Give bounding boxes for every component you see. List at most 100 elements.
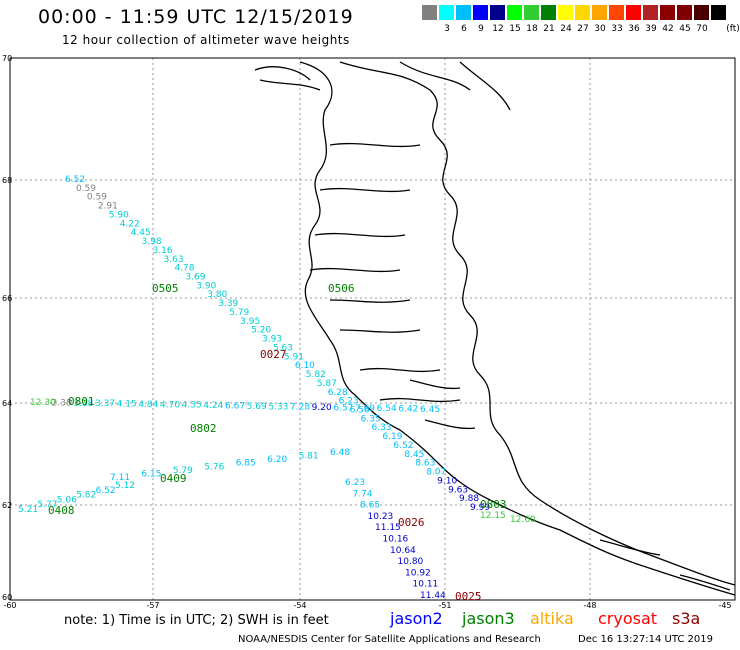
legend-swatch bbox=[694, 5, 709, 20]
wave-height-value: 4.35 bbox=[182, 401, 202, 411]
legend-unit: (ft) bbox=[726, 24, 740, 34]
wave-height-value: 5.87 bbox=[317, 379, 337, 389]
legend-swatch bbox=[677, 5, 692, 20]
lat-lon-grid bbox=[10, 58, 735, 600]
wave-height-value: 5.77 bbox=[37, 500, 57, 510]
wave-height-value: 5.20 bbox=[251, 326, 271, 336]
wave-height-value: 12.60 bbox=[510, 515, 536, 525]
wave-height-value: 5.82 bbox=[76, 491, 96, 501]
legend-swatch bbox=[626, 5, 641, 20]
wave-height-value: 3.37 bbox=[95, 399, 115, 409]
legend-label: 21 bbox=[543, 24, 555, 34]
legend-label: 12 bbox=[492, 24, 504, 34]
legend-label: 18 bbox=[526, 24, 538, 34]
wave-height-value: 11.15 bbox=[375, 523, 401, 533]
wave-height-value: 3.39 bbox=[218, 299, 238, 309]
map-frame bbox=[9, 57, 736, 601]
wave-height-value: 6.48 bbox=[330, 448, 350, 458]
legend-swatch bbox=[609, 5, 624, 20]
wave-height-value: 9.20 bbox=[312, 403, 332, 413]
wave-height-value: 6.57 bbox=[333, 403, 353, 413]
wave-height-value: 8.45 bbox=[404, 450, 424, 460]
wave-height-value: 10.23 bbox=[368, 512, 394, 522]
lat-label-64: 64 bbox=[2, 399, 13, 408]
wave-height-value: 6.85 bbox=[236, 459, 256, 469]
legend-label: 70 bbox=[696, 24, 708, 34]
satellite-jason3: jason3 bbox=[462, 609, 515, 628]
pass-time-label: 0408 bbox=[48, 504, 75, 517]
lat-label-70: 70 bbox=[2, 54, 13, 63]
legend-swatch bbox=[541, 5, 556, 20]
wave-height-value: 5.81 bbox=[299, 452, 319, 462]
wave-height-value: 5.90 bbox=[109, 210, 129, 220]
wave-height-value: 3.16 bbox=[153, 246, 173, 256]
wave-height-value: 2.91 bbox=[98, 202, 118, 212]
lat-label-62: 62 bbox=[2, 501, 13, 510]
wave-height-value: 6.54 bbox=[377, 404, 397, 414]
wave-height-value: 12.30 bbox=[30, 398, 56, 408]
wave-height-value: 10.80 bbox=[398, 557, 424, 567]
satellite-jason2: jason2 bbox=[390, 609, 443, 628]
wave-height-value: 8.07 bbox=[426, 468, 446, 478]
wave-height-value: 3.93 bbox=[262, 335, 282, 345]
wave-height-value: 4.45 bbox=[131, 228, 151, 238]
lon-label-minus-60: -60 bbox=[3, 601, 17, 610]
wave-height-value: 8.63 bbox=[415, 459, 435, 469]
wave-height-value: 5.76 bbox=[204, 462, 224, 472]
wave-height-value: 5.79 bbox=[173, 466, 193, 476]
wave-height-value: 4.24 bbox=[203, 401, 223, 411]
wave-height-value: 10.64 bbox=[390, 546, 416, 556]
wave-height-value: 3.38 bbox=[73, 399, 93, 409]
wave-height-value: 5.82 bbox=[306, 370, 326, 380]
wave-height-value: 7.74 bbox=[353, 489, 373, 499]
lon-label-minus-45: -45 bbox=[718, 601, 732, 610]
wave-height-value: 5.91 bbox=[284, 352, 304, 362]
lat-label-66: 66 bbox=[2, 294, 13, 303]
wave-height-value: 9.88 bbox=[459, 494, 479, 504]
greenland-coastline bbox=[254, 61, 736, 596]
wave-height-value: 6.20 bbox=[267, 455, 287, 465]
lon-label-minus-57: -57 bbox=[146, 601, 160, 610]
legend-swatch bbox=[575, 5, 590, 20]
wave-height-value: 6.45 bbox=[420, 405, 440, 415]
lon-label-minus-51: -51 bbox=[438, 601, 452, 610]
pass-time-label: 0505 bbox=[152, 282, 179, 295]
satellite-s3a: s3a bbox=[672, 609, 701, 628]
legend-label: 27 bbox=[577, 24, 589, 34]
wave-height-value: 10.92 bbox=[405, 568, 431, 578]
legend-label: 30 bbox=[594, 24, 606, 34]
pass-time-label: 0506 bbox=[328, 282, 355, 295]
legend-swatch bbox=[711, 5, 726, 20]
legend-swatch bbox=[439, 5, 454, 20]
wave-height-value: 3.80 bbox=[207, 290, 227, 300]
wave-height-value: 9.10 bbox=[437, 476, 457, 486]
wave-height-value: 4.22 bbox=[120, 219, 140, 229]
pass-time-label: 0026 bbox=[398, 516, 425, 529]
wave-height-value: 10.11 bbox=[413, 580, 439, 590]
wave-height-value: 12.15 bbox=[480, 511, 506, 521]
units-note: note: 1) Time is in UTC; 2) SWH is in fe… bbox=[64, 613, 329, 628]
legend-label: 3 bbox=[444, 24, 450, 34]
wave-height-value: 6.67 bbox=[225, 402, 245, 412]
legend-label: 36 bbox=[628, 24, 640, 34]
wave-height-value: 11.44 bbox=[420, 591, 446, 601]
pass-time-label: 0802 bbox=[190, 422, 217, 435]
legend-swatch bbox=[490, 5, 505, 20]
wave-height-value: 5.33 bbox=[268, 402, 288, 412]
wave-height-value: 4.84 bbox=[138, 400, 158, 410]
pass-time-label: 0409 bbox=[160, 472, 187, 485]
wave-height-value: 6.19 bbox=[382, 432, 402, 442]
satellite-cryosat: cryosat bbox=[598, 609, 658, 628]
wave-height-value: 6.23 bbox=[345, 478, 365, 488]
legend-swatch bbox=[558, 5, 573, 20]
legend-label: 42 bbox=[662, 24, 674, 34]
wave-height-value: 6.10 bbox=[295, 361, 315, 371]
lon-label-minus-48: -48 bbox=[583, 601, 597, 610]
legend-swatch bbox=[422, 5, 437, 20]
wave-height-value: 3.69 bbox=[185, 273, 205, 283]
legend-label: 45 bbox=[679, 24, 691, 34]
legend-label: 15 bbox=[509, 24, 521, 34]
wave-height-value: 3.98 bbox=[142, 237, 162, 247]
wave-height-value: 5.12 bbox=[115, 481, 135, 491]
